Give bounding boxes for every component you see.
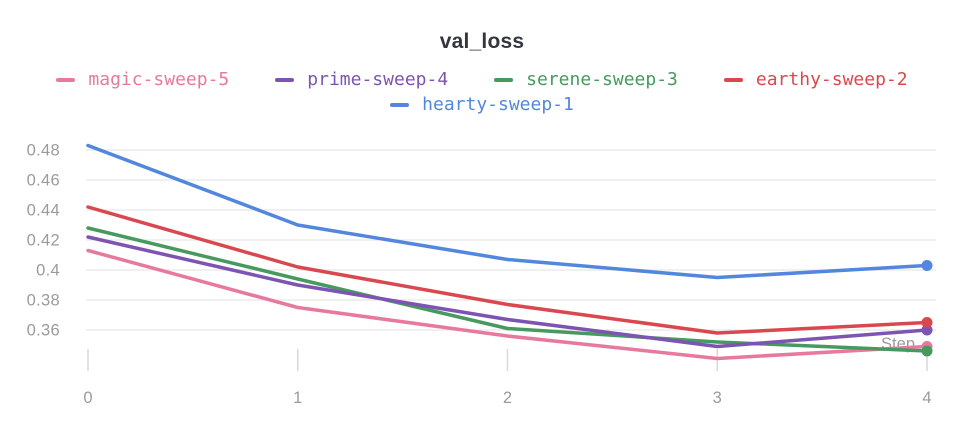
legend-row-2: hearty-sweep-1 [0, 92, 964, 117]
y-tick-label: 0.38 [27, 292, 60, 310]
y-tick-label: 0.36 [27, 322, 60, 340]
legend-line-swatch [56, 77, 76, 82]
legend-row-1: magic-sweep-5 prime-sweep-4 serene-sweep-3… [0, 67, 964, 92]
legend-label: magic-sweep-5 [88, 69, 230, 90]
x-tick-label: 3 [713, 389, 722, 407]
y-tick-label: 0.46 [27, 172, 60, 190]
series-line-serene-sweep-3[interactable] [86, 226, 929, 353]
series-line-magic-sweep-5[interactable] [86, 248, 929, 361]
x-tick-label: 0 [83, 389, 92, 407]
legend-line-swatch [275, 77, 295, 82]
series-line-prime-sweep-4[interactable] [86, 235, 929, 349]
legend-item-prime-sweep-4[interactable]: prime-sweep-4 [275, 67, 448, 92]
y-tick-label: 0.4 [36, 262, 60, 280]
legend-item-hearty-sweep-1[interactable]: hearty-sweep-1 [390, 92, 574, 117]
series-line-earthy-sweep-2[interactable] [86, 205, 929, 335]
series-endpoint-earthy-sweep-2[interactable] [921, 317, 933, 328]
chart-title: val_loss [439, 30, 525, 53]
legend-line-swatch [723, 77, 743, 82]
legend-label: hearty-sweep-1 [422, 94, 574, 115]
legend-line-swatch [390, 102, 410, 107]
legend-item-serene-sweep-3[interactable]: serene-sweep-3 [494, 67, 678, 92]
legend-label: serene-sweep-3 [526, 69, 678, 90]
x-tick-label: 1 [293, 389, 302, 407]
x-tick-label: 2 [503, 389, 512, 407]
y-tick-label: 0.44 [27, 202, 60, 220]
y-tick-label: 0.48 [27, 142, 60, 160]
legend-label: prime-sweep-4 [307, 69, 449, 90]
legend-line-swatch [494, 77, 514, 82]
legend-label: earthy-sweep-2 [755, 69, 908, 90]
series-line-hearty-sweep-1[interactable] [86, 143, 929, 280]
legend-item-earthy-sweep-2[interactable]: earthy-sweep-2 [723, 67, 908, 92]
series-endpoint-serene-sweep-3[interactable] [921, 345, 933, 357]
series-endpoint-hearty-sweep-1[interactable] [921, 260, 933, 271]
legend-item-magic-sweep-5[interactable]: magic-sweep-5 [56, 67, 229, 92]
legend: magic-sweep-5 prime-sweep-4 serene-sweep-3… [0, 67, 964, 117]
y-tick-label: 0.42 [27, 232, 60, 250]
x-tick-label: 4 [922, 389, 931, 407]
